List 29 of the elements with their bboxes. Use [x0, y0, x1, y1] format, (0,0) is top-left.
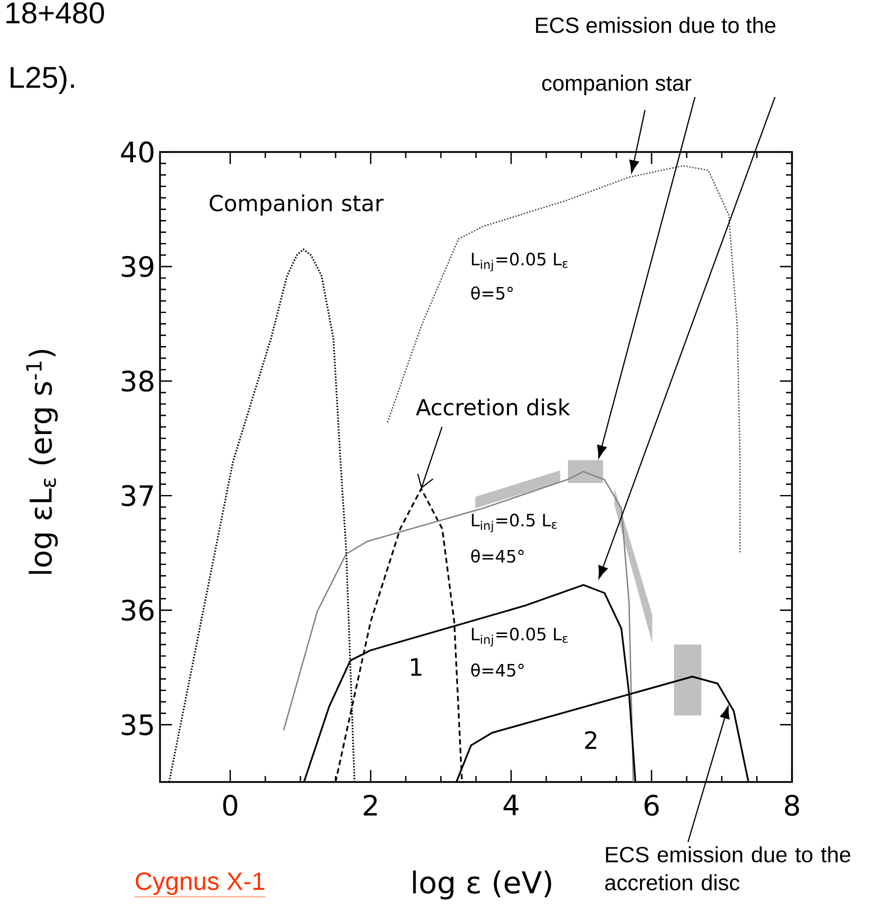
- y-tick-label: 35: [122, 714, 153, 736]
- annotation: L$_{inj}$=0.05 L$_{ε}$: [472, 252, 568, 272]
- text: ECS emission due to the: [536, 16, 776, 34]
- annotation: 2: [585, 731, 596, 749]
- text: 18+480: [6, 2, 104, 24]
- annotation: 1: [411, 658, 422, 676]
- y-tick-label: 38: [122, 370, 154, 392]
- text: companion star: [542, 74, 692, 96]
- x-axis-title: log ε (eV): [413, 870, 552, 900]
- x-tick-label: 0: [223, 794, 238, 816]
- text: ECS emission due to the accretion disc: [605, 846, 850, 890]
- x-tick-label: 2: [364, 794, 377, 816]
- annotation: Accretion disk: [416, 398, 570, 416]
- annotation: L$_{inj}$=0.05 L$_{ε}$: [472, 628, 568, 646]
- x-tick-label: 8: [784, 794, 799, 816]
- text: Cygnus X-1: [136, 872, 264, 896]
- x-tick-label: 4: [504, 794, 518, 816]
- y-tick-label: 37: [122, 485, 153, 506]
- y-tick-label: 36: [122, 600, 154, 621]
- text: L25).: [10, 66, 74, 94]
- y-tick-label: 40: [121, 141, 154, 163]
- annotation: L$_{inj}$=0.5 L$_{ε}$: [472, 514, 557, 532]
- y-axis-title: log εL$_{ε}$ (erg s$^{-1}$): [26, 350, 58, 574]
- y-tick-label: 39: [122, 256, 154, 278]
- annotation: θ=5°: [471, 286, 513, 300]
- annotation: Companion star: [210, 194, 384, 216]
- annotation: θ=45°: [471, 549, 524, 563]
- x-tick-label: 6: [644, 794, 659, 816]
- annotation: θ=45°: [471, 663, 524, 677]
